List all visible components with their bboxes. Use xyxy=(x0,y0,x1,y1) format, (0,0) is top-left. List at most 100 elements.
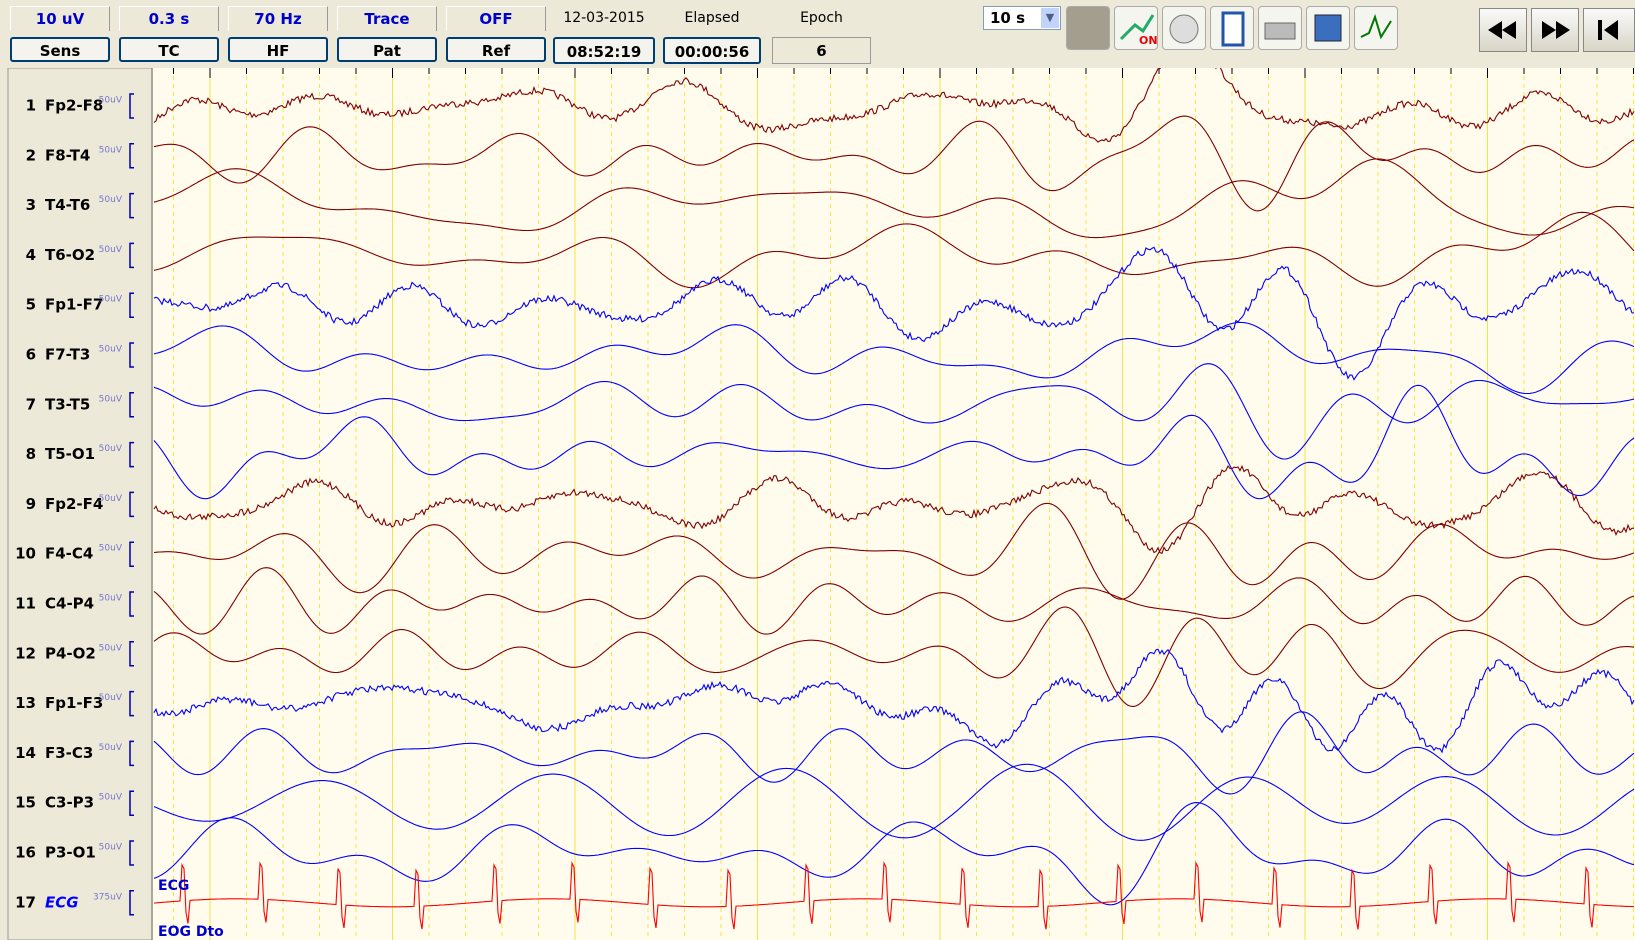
end-button[interactable] xyxy=(1583,8,1635,52)
trace-label: ECG xyxy=(158,878,189,894)
forward-button[interactable] xyxy=(1531,8,1579,52)
date: 12-03-2015 xyxy=(563,10,645,26)
channel-scale: 50uV xyxy=(99,594,123,604)
trace-area xyxy=(153,68,1635,940)
ecg-trace xyxy=(153,860,1634,930)
scale-bracket xyxy=(129,541,134,567)
channel-scale: 50uV xyxy=(99,394,123,404)
eeg-trace xyxy=(153,763,1635,841)
setting-value: 0.3 s xyxy=(119,6,219,31)
channel-number: 8 xyxy=(26,445,36,463)
setting-value: 70 Hz xyxy=(228,6,328,31)
icon-graphic xyxy=(1314,14,1342,42)
eeg-trace xyxy=(153,321,1635,395)
channel-number: 14 xyxy=(15,744,36,762)
channel-number: 7 xyxy=(26,395,36,413)
channel-scale: 50uV xyxy=(99,195,123,205)
page-length-select[interactable]: 10 s ▼ xyxy=(983,6,1061,30)
epoch-label: Epoch xyxy=(800,10,843,26)
channel-number: 2 xyxy=(26,146,36,164)
epoch-box: 6 xyxy=(772,37,871,64)
icon-graphic xyxy=(1488,21,1516,39)
icon-graphic xyxy=(1169,14,1199,44)
setting-button[interactable]: Pat xyxy=(337,37,437,62)
scale-bracket xyxy=(129,690,134,717)
svg-text:ON: ON xyxy=(1139,34,1157,47)
scale-bracket xyxy=(129,342,134,368)
channel-scale: 50uV xyxy=(99,295,123,305)
channel-name: T3-T5 xyxy=(45,395,90,413)
channel-name: F3-C3 xyxy=(45,744,93,762)
scale-bracket xyxy=(129,292,134,318)
channel-name: T5-O1 xyxy=(45,445,95,463)
scale-bracket xyxy=(129,491,134,518)
eeg-trace xyxy=(153,648,1635,754)
icon-button[interactable] xyxy=(1258,6,1302,50)
scale-bracket xyxy=(129,890,134,916)
scale-bracket xyxy=(129,641,134,667)
channel-number: 15 xyxy=(15,794,36,812)
channel-scale: 50uV xyxy=(99,544,123,554)
eeg-trace xyxy=(153,211,1635,289)
scale-bracket xyxy=(129,93,134,119)
time-box: 08:52:19 xyxy=(553,37,655,64)
channel-name: T6-O2 xyxy=(45,246,95,264)
icon-button[interactable] xyxy=(1210,6,1254,50)
setting-button[interactable]: Ref xyxy=(446,37,546,62)
channel-scale: 50uV xyxy=(99,743,123,753)
channel-number: 4 xyxy=(26,246,36,264)
eeg-trace xyxy=(153,384,1635,500)
setting-value: 10 uV xyxy=(10,6,110,31)
channel-scale: 375uV xyxy=(93,892,123,902)
scale-bracket xyxy=(129,143,134,169)
scale-bracket xyxy=(129,242,134,269)
channel-name: C4-P4 xyxy=(45,595,94,613)
channel-number: 13 xyxy=(15,694,36,712)
channel-scale: 50uV xyxy=(99,843,123,853)
eeg-trace xyxy=(153,711,1635,795)
eeg-trace xyxy=(153,363,1635,460)
channel-scale: 50uV xyxy=(99,494,123,504)
icon-button[interactable] xyxy=(1306,6,1350,50)
icon-graphic: ON xyxy=(1119,14,1158,47)
eeg-trace xyxy=(153,567,1635,635)
channel-name: T4-T6 xyxy=(45,196,90,214)
rewind-button[interactable] xyxy=(1479,8,1527,52)
trace-label: EOG Dto xyxy=(158,924,224,940)
eeg-trace xyxy=(153,802,1635,906)
channel-number: 10 xyxy=(15,545,36,563)
channel-number: 17 xyxy=(15,893,36,911)
channel-number: 1 xyxy=(26,97,36,115)
channel-number: 5 xyxy=(26,296,36,314)
setting-button[interactable]: HF xyxy=(228,37,328,62)
icon-button[interactable] xyxy=(1354,6,1398,50)
eeg-trace xyxy=(153,464,1635,554)
channel-name: F4-C4 xyxy=(45,545,93,563)
eeg-trace xyxy=(153,246,1635,381)
channel-name: Fp2-F8 xyxy=(45,97,103,115)
eeg-trace xyxy=(153,68,1635,143)
icon-button[interactable] xyxy=(1162,6,1206,50)
eeg-trace xyxy=(153,606,1635,707)
scale-bracket xyxy=(129,790,134,816)
setting-value: Trace xyxy=(337,6,437,31)
channel-scale: 50uV xyxy=(99,245,123,255)
channel-scale: 50uV xyxy=(99,345,123,355)
channel-number: 9 xyxy=(26,495,36,513)
icon-graphic xyxy=(1264,22,1296,40)
icon-button[interactable] xyxy=(1066,6,1110,50)
dropdown-arrow[interactable]: ▼ xyxy=(1041,8,1059,28)
setting-button[interactable]: TC xyxy=(119,37,219,62)
icon-button[interactable]: ON xyxy=(1114,6,1158,50)
setting-button[interactable]: Sens xyxy=(10,37,110,62)
channel-number: 12 xyxy=(15,644,36,662)
channel-name: Fp1-F3 xyxy=(45,694,103,712)
page-length: 10 s xyxy=(990,9,1026,27)
scale-bracket xyxy=(129,392,134,418)
channel-number: 16 xyxy=(15,844,36,862)
scale-bracket xyxy=(129,591,134,617)
channel-number: 11 xyxy=(15,595,36,613)
scale-bracket xyxy=(129,192,134,219)
